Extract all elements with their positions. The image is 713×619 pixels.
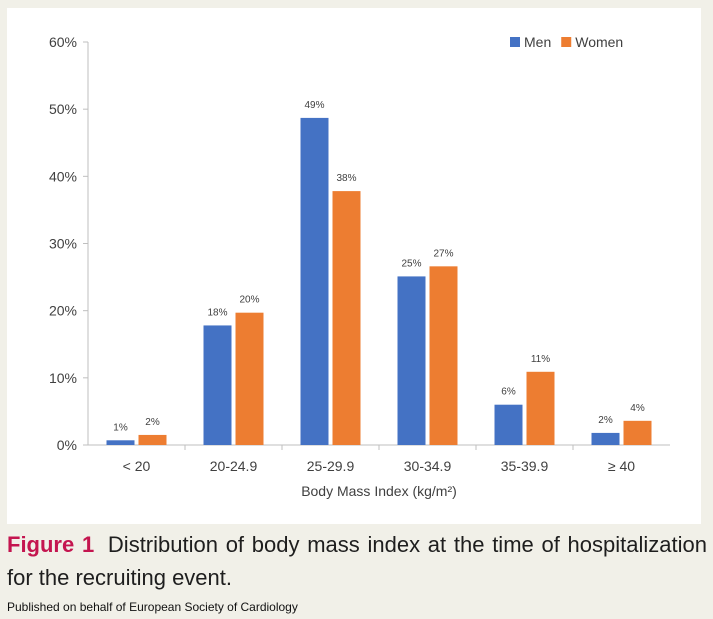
x-tick-label: ≥ 40 (608, 458, 635, 474)
chart-panel: 0% 10% 20% 30% 40% 50% 60% < 20 1% 2% 20-24.9 18% 20… (7, 8, 701, 524)
data-label-men: 2% (598, 415, 613, 426)
bar-women (332, 191, 361, 445)
legend-swatch-women (561, 37, 572, 47)
bar-women (235, 312, 264, 445)
x-axis-title: Body Mass Index (kg/m²) (301, 483, 457, 499)
x-tick-label: 30-34.9 (404, 458, 452, 474)
data-label-men: 1% (113, 422, 128, 433)
data-label-men: 25% (401, 258, 421, 269)
x-tick-label: 20-24.9 (210, 458, 258, 474)
figure-caption: Figure 1 Distribution of body mass index… (7, 528, 707, 594)
bar-women (138, 434, 167, 445)
data-label-women: 11% (531, 354, 550, 365)
bar-women (526, 371, 555, 445)
legend-label-men: Men (524, 34, 551, 50)
bar-men (106, 440, 135, 445)
figure-label: Figure 1 (7, 532, 95, 557)
figure-caption-text: Distribution of body mass index at the t… (7, 532, 707, 590)
y-tick-label: 40% (49, 168, 77, 184)
x-tick-label: < 20 (123, 458, 151, 474)
y-tick-label: 0% (57, 437, 77, 453)
bar-men (300, 117, 329, 446)
bar-women (429, 266, 458, 445)
data-label-women: 38% (336, 173, 356, 184)
y-tick-label: 60% (49, 34, 77, 50)
data-label-women: 27% (433, 248, 453, 259)
bar-women (623, 420, 652, 445)
y-tick-label: 50% (49, 101, 77, 117)
x-tick-label: 35-39.9 (501, 458, 549, 474)
data-label-women: 2% (145, 417, 160, 428)
y-tick-label: 20% (49, 303, 77, 319)
bar-men (397, 276, 426, 445)
bar-men (494, 404, 523, 445)
bmi-bar-chart: 0% 10% 20% 30% 40% 50% 60% < 20 1% 2% 20-24.9 18% 20… (49, 34, 670, 499)
x-tick-label: 25-29.9 (307, 458, 355, 474)
y-tick-label: 30% (49, 236, 77, 252)
publisher-note: Published on behalf of European Society … (7, 600, 298, 614)
data-label-men: 49% (304, 100, 324, 111)
bar-men (203, 325, 232, 445)
legend-swatch-men (510, 37, 520, 47)
bar-men (591, 432, 620, 445)
data-label-women: 4% (630, 403, 645, 414)
y-tick-label: 10% (49, 370, 77, 386)
data-label-men: 18% (207, 307, 227, 318)
data-label-women: 20% (239, 295, 259, 306)
data-label-men: 6% (501, 387, 516, 398)
legend-label-women: Women (575, 34, 623, 50)
